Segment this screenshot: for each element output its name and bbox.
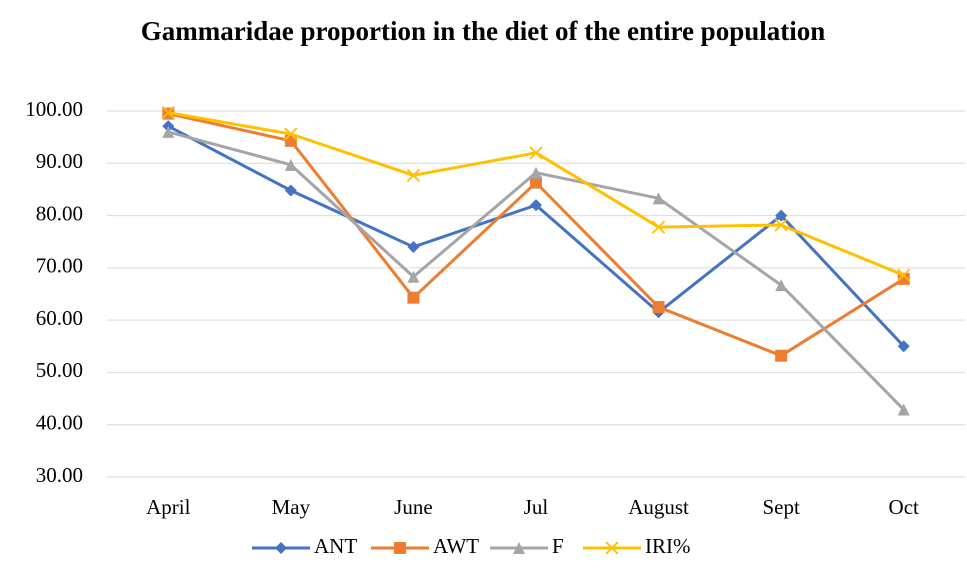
y-tick-label: 40.00: [36, 411, 83, 435]
marker: [774, 218, 788, 232]
legend-label: ANT: [314, 534, 357, 558]
legend-marker: [513, 542, 525, 554]
y-tick-label: 30.00: [36, 463, 83, 487]
y-tick-label: 60.00: [36, 306, 83, 330]
legend-item: IRI%: [583, 534, 691, 558]
marker: [651, 220, 666, 234]
x-tick-label: May: [272, 495, 311, 519]
x-tick-label: August: [628, 495, 689, 519]
marker: [407, 240, 420, 253]
x-tick-label: Oct: [889, 495, 919, 519]
legend-item: F: [490, 534, 564, 558]
marker: [284, 184, 297, 197]
x-tick-label: Jul: [524, 495, 549, 519]
legend-marker: [275, 542, 287, 554]
marker: [897, 340, 910, 353]
legend-label: F: [552, 534, 564, 558]
marker: [284, 127, 298, 141]
marker: [407, 270, 420, 283]
marker: [897, 403, 910, 416]
marker: [162, 125, 175, 138]
x-tick-label: June: [394, 495, 433, 519]
marker: [284, 158, 297, 171]
y-tick-label: 80.00: [36, 201, 83, 225]
marker: [897, 268, 911, 282]
marker: [775, 209, 788, 222]
marker: [161, 105, 175, 120]
marker: [775, 349, 788, 362]
marker: [652, 192, 665, 205]
marker: [529, 146, 543, 160]
series-line: [167, 112, 905, 358]
marker: [897, 272, 910, 285]
y-tick-label: 100.00: [25, 97, 83, 121]
chart-title: Gammaridae proportion in the diet of the…: [140, 16, 826, 46]
legend-label: AWT: [433, 534, 479, 558]
marker: [530, 199, 542, 212]
marker: [406, 168, 421, 182]
legend-item: AWT: [371, 534, 479, 558]
legend-marker: [605, 541, 619, 555]
series-line: [167, 124, 905, 348]
y-tick-label: 50.00: [36, 358, 83, 382]
legend-item: ANT: [252, 534, 357, 558]
marker: [775, 279, 788, 292]
marker: [407, 291, 420, 304]
y-tick-label: 90.00: [36, 149, 83, 173]
marker: [530, 166, 542, 179]
x-tick-label: April: [146, 495, 190, 519]
legend-label: IRI%: [645, 534, 691, 558]
legend-marker: [394, 542, 406, 554]
marker: [652, 301, 665, 314]
marker: [530, 176, 542, 189]
x-tick-label: Sept: [762, 495, 800, 519]
y-tick-label: 70.00: [36, 254, 83, 278]
